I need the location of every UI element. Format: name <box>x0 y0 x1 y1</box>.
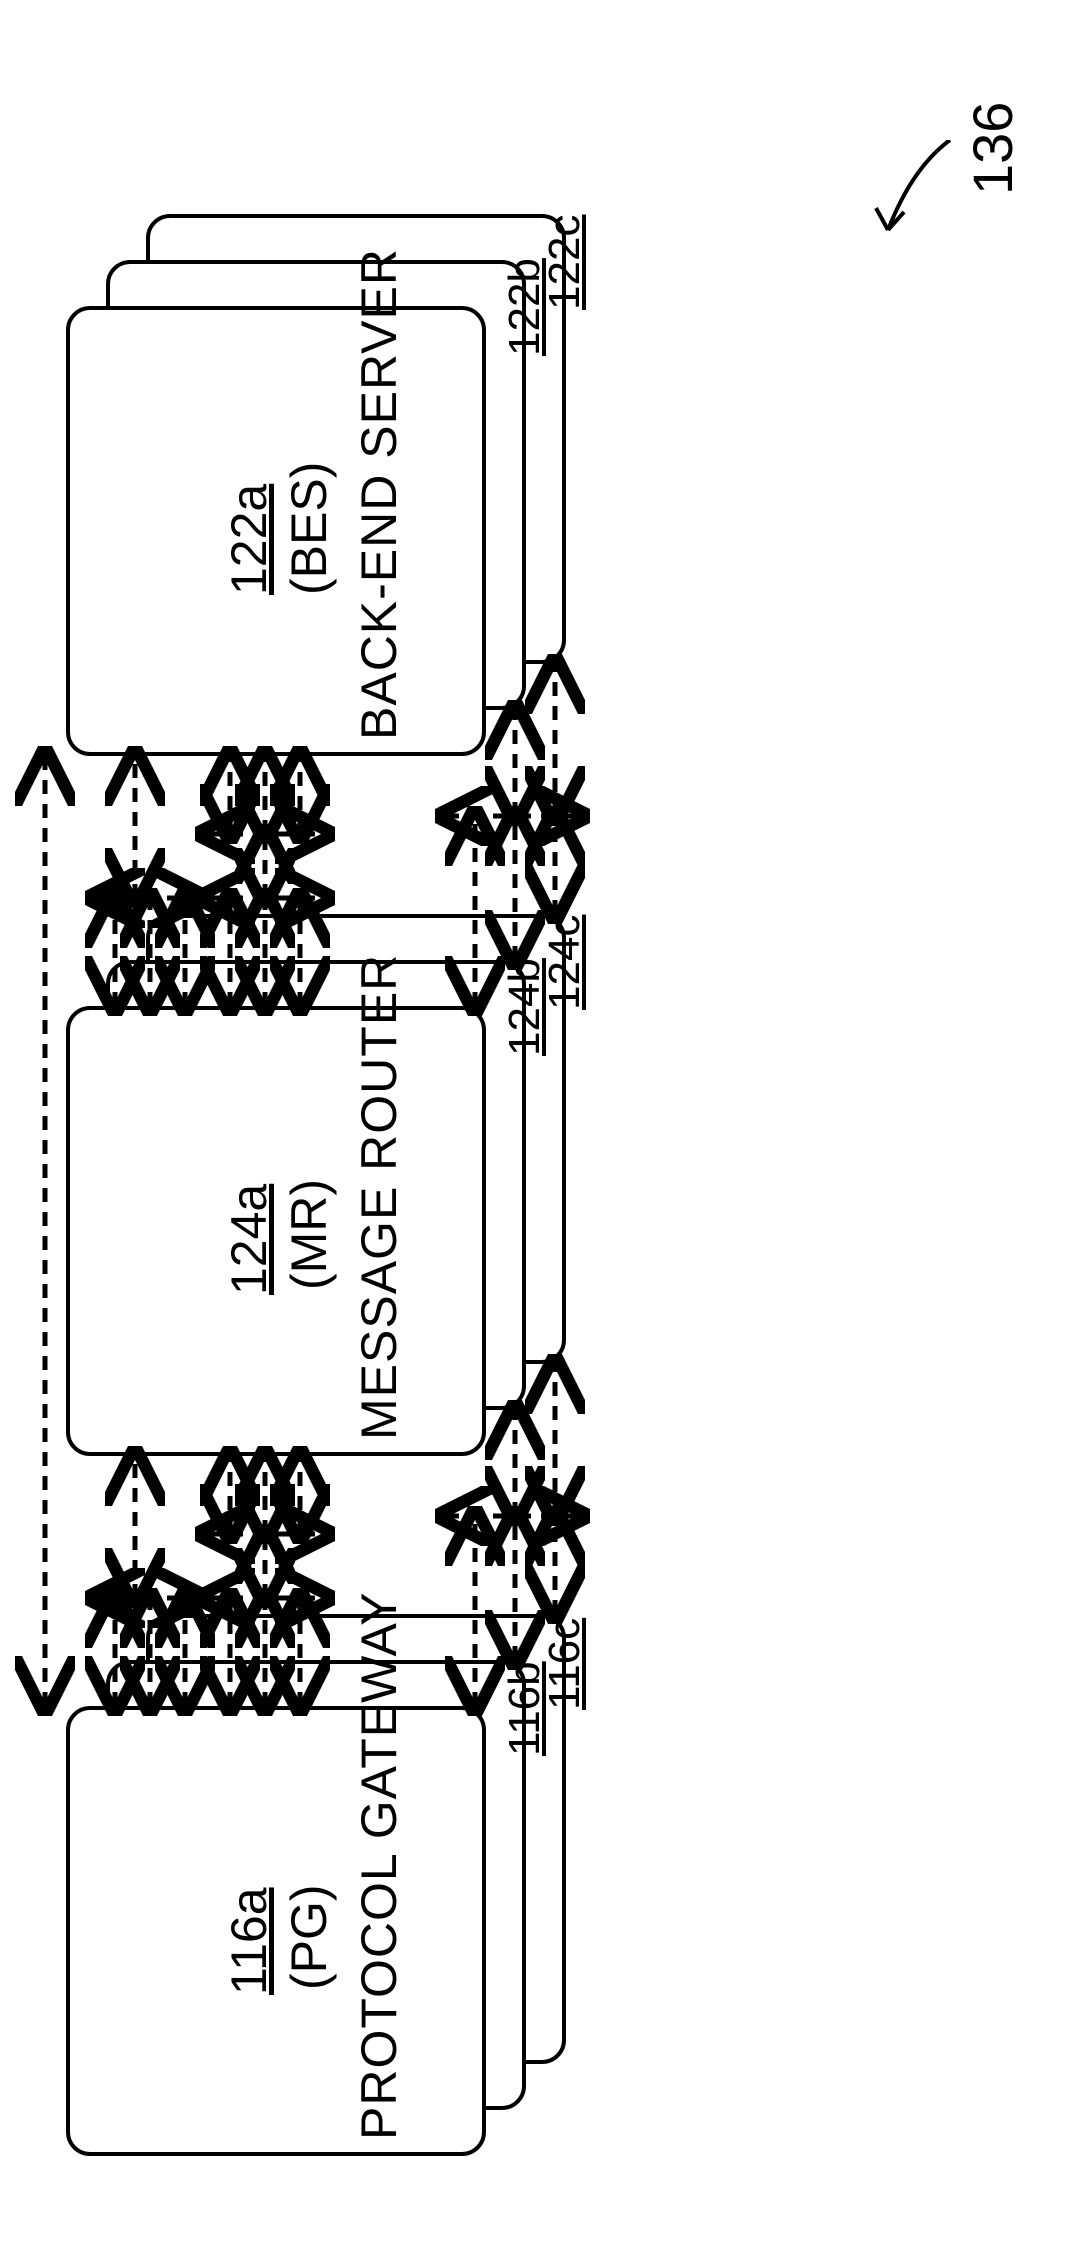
connectors <box>0 0 1070 2264</box>
